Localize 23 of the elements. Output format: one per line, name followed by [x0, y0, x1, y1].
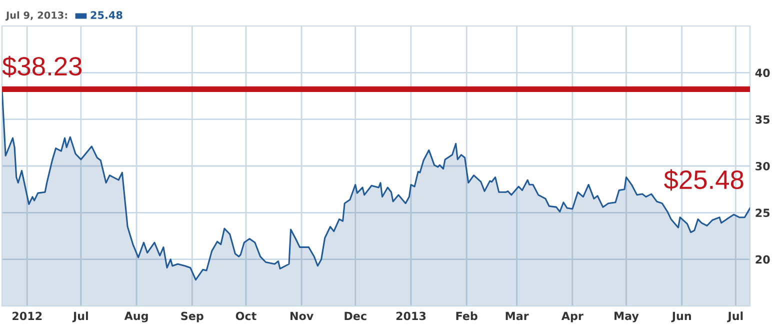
x-tick-label: Sep	[181, 312, 204, 322]
x-tick-label: Oct	[236, 312, 256, 320]
x-tick-label: Jun	[671, 312, 691, 322]
x-tick-label: Mar	[506, 312, 529, 320]
annotation: $25.48	[664, 169, 744, 191]
x-tick-label: Feb	[456, 312, 478, 320]
x-tick-label: Dec	[344, 312, 366, 320]
x-tick-label: 2013	[396, 312, 426, 320]
y-tick-label: 20	[756, 255, 770, 264]
ref-line-label: $38.23	[2, 56, 82, 78]
x-tick-label: May	[614, 312, 639, 322]
x-tick-label: Jul	[72, 312, 88, 322]
text: 25.48	[90, 11, 122, 20]
x-tick-label: Aug	[124, 312, 148, 322]
y-tick-label: 40	[755, 68, 770, 78]
y-tick-label: 25	[756, 208, 770, 218]
y-tick-label: 35	[756, 115, 770, 124]
x-tick-label: 2012	[12, 312, 42, 320]
x-tick-label: Apr	[561, 312, 584, 322]
y-tick-label: 30	[756, 162, 770, 170]
x-tick-label: Nov	[290, 312, 314, 320]
x-tick-label: Jul	[727, 312, 743, 322]
text: Jul 9, 2013:	[5, 11, 67, 21]
